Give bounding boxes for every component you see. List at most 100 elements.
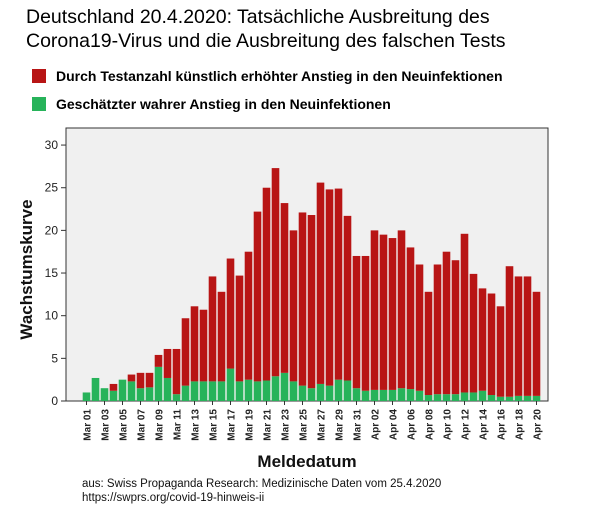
bar-green: [217, 381, 226, 401]
x-tick-label: Mar 21: [263, 409, 274, 441]
bar-red: [109, 383, 118, 391]
bar-green: [334, 379, 343, 401]
bar-red: [289, 230, 298, 382]
legend-swatch-green: [32, 97, 46, 111]
legend-item-red: Durch Testanzahl künstlich erhöhter Anst…: [32, 62, 503, 90]
legend-label-red: Durch Testanzahl künstlich erhöhter Anst…: [56, 68, 503, 84]
bar-green: [262, 380, 271, 401]
x-tick-label: Mar 19: [245, 409, 256, 441]
x-tick-label: Mar 27: [317, 409, 328, 441]
bar-red: [181, 318, 190, 386]
bar-red: [316, 182, 325, 384]
bar-green: [82, 392, 91, 401]
bar-green: [505, 396, 514, 401]
bar-red: [145, 372, 154, 388]
bar-green: [415, 390, 424, 401]
bar-green: [469, 392, 478, 401]
bar-red: [172, 348, 181, 395]
bar-green: [127, 381, 136, 401]
x-tick-label: Mar 25: [299, 409, 310, 441]
bar-green: [154, 366, 163, 402]
bar-red: [532, 291, 541, 396]
bar-green: [136, 388, 145, 401]
bar-green: [478, 390, 487, 401]
bar-green: [163, 377, 172, 401]
source-line-1: aus: Swiss Propaganda Research: Medizini…: [82, 478, 442, 490]
x-tick-label: Mar 31: [353, 409, 364, 441]
bar-red: [433, 264, 442, 395]
bar-green: [298, 385, 307, 401]
x-tick-label: Apr 08: [425, 409, 436, 441]
bar-green: [388, 389, 397, 401]
x-tick-label: Mar 17: [227, 409, 238, 441]
bar-red: [460, 233, 469, 393]
chart-title: Deutschland 20.4.2020: Tatsächliche Ausb…: [26, 5, 586, 53]
bar-red: [280, 203, 289, 373]
bar-green: [253, 381, 262, 401]
bar-red: [253, 211, 262, 382]
x-tick-label: Apr 14: [479, 409, 490, 441]
bar-red: [190, 306, 199, 382]
bar-red: [208, 276, 217, 382]
x-tick-label: Apr 02: [371, 409, 382, 441]
y-tick-label: 25: [45, 181, 59, 195]
legend-label-green: Geschätzter wahrer Anstieg in den Neuinf…: [56, 96, 391, 112]
bar-green: [379, 389, 388, 401]
bar-red: [136, 372, 145, 389]
bar-red: [298, 212, 307, 386]
bar-red: [334, 188, 343, 380]
bar-red: [235, 275, 244, 382]
bar-green: [118, 379, 127, 401]
bar-green: [343, 380, 352, 401]
bar-red: [307, 215, 316, 389]
bar-red: [478, 288, 487, 391]
bar-red: [424, 291, 433, 396]
bar-red: [487, 293, 496, 396]
bar-red: [163, 348, 172, 378]
bar-green: [289, 381, 298, 401]
x-tick-label: Mar 05: [119, 409, 130, 441]
bar-green: [91, 377, 100, 401]
bar-red: [361, 255, 370, 391]
bar-green: [190, 381, 199, 401]
y-tick-label: 15: [45, 266, 59, 280]
bar-red: [514, 276, 523, 396]
bar-green: [316, 383, 325, 401]
x-tick-label: Apr 16: [497, 409, 508, 441]
bar-red: [127, 374, 136, 382]
bar-red: [469, 273, 478, 393]
x-tick-label: Apr 18: [515, 409, 526, 441]
x-tick-label: Apr 04: [389, 409, 400, 441]
source-note: aus: Swiss Propaganda Research: Medizini…: [82, 477, 441, 505]
x-tick-label: Mar 09: [155, 409, 166, 441]
title-line-2: Corona19-Virus und die Ausbreitung des f…: [26, 30, 506, 52]
bar-green: [451, 394, 460, 401]
source-line-2: https://swprs.org/covid-19-hinweis-ii: [82, 492, 265, 504]
bar-green: [172, 394, 181, 401]
bar-green: [433, 394, 442, 401]
bar-red: [262, 187, 271, 381]
bar-red: [451, 260, 460, 395]
bar-green: [496, 396, 505, 401]
bar-green: [361, 390, 370, 401]
bar-red: [379, 234, 388, 390]
bar-red: [415, 264, 424, 391]
bar-red: [226, 258, 235, 369]
bar-red: [244, 251, 253, 380]
y-tick-label: 0: [51, 394, 58, 408]
x-tick-label: Apr 06: [407, 409, 418, 441]
y-tick-label: 5: [51, 351, 58, 365]
bar-green: [226, 368, 235, 401]
bar-green: [325, 385, 334, 401]
bar-green: [181, 385, 190, 401]
bar-red: [343, 215, 352, 381]
y-tick-label: 30: [45, 138, 59, 152]
bar-green: [424, 395, 433, 401]
x-tick-label: Mar 11: [173, 409, 184, 441]
bar-green: [442, 394, 451, 401]
y-tick-label: 20: [45, 223, 59, 237]
bar-red: [397, 230, 406, 389]
bar-green: [370, 389, 379, 401]
bar-red: [199, 309, 208, 382]
bar-green: [397, 388, 406, 401]
